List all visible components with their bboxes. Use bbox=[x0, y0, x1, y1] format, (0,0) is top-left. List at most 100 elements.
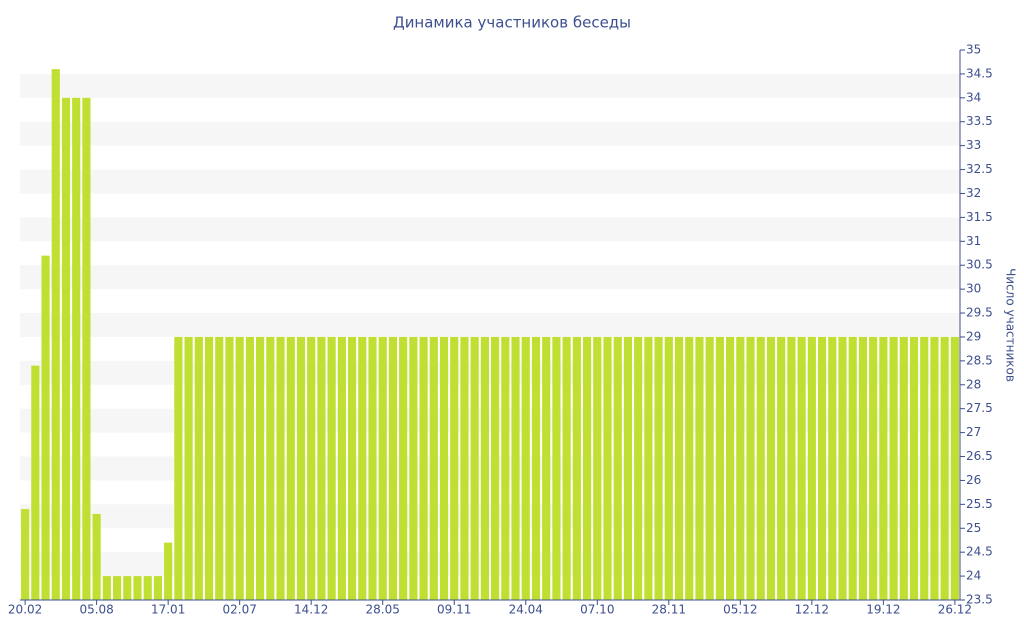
bar bbox=[266, 336, 275, 600]
bar bbox=[613, 336, 622, 600]
bar bbox=[215, 336, 224, 600]
bar bbox=[889, 336, 898, 600]
bar bbox=[787, 336, 796, 600]
bar bbox=[123, 576, 132, 600]
bar bbox=[143, 576, 152, 600]
y-tick-label: 23.5 bbox=[966, 593, 993, 607]
y-tick-label: 30 bbox=[966, 282, 981, 296]
grid-band bbox=[20, 217, 960, 242]
bar bbox=[204, 336, 214, 600]
bar bbox=[296, 336, 306, 600]
bar bbox=[848, 336, 857, 600]
bar bbox=[112, 576, 122, 600]
bar bbox=[153, 576, 163, 600]
x-tick-label: 09.11 bbox=[437, 603, 471, 617]
bar bbox=[92, 513, 101, 600]
bar bbox=[256, 336, 265, 600]
y-tick-label: 34 bbox=[966, 90, 981, 104]
x-tick-label: 24.04 bbox=[509, 603, 543, 617]
bar bbox=[715, 336, 724, 600]
bar bbox=[817, 336, 827, 600]
y-tick-label: 26.5 bbox=[966, 449, 993, 463]
bar bbox=[807, 336, 816, 600]
x-tick-label: 14.12 bbox=[294, 603, 328, 617]
bar bbox=[194, 336, 203, 600]
x-tick-label: 12.12 bbox=[795, 603, 829, 617]
grid-band bbox=[20, 408, 960, 433]
bar bbox=[61, 97, 71, 601]
y-tick-label: 29.5 bbox=[966, 306, 993, 320]
bar bbox=[460, 336, 469, 600]
bar bbox=[572, 336, 581, 600]
x-tick-label: 26.12 bbox=[938, 603, 972, 617]
x-tick-label: 07.10 bbox=[580, 603, 614, 617]
bar bbox=[603, 336, 612, 600]
bar bbox=[828, 336, 837, 600]
x-tick-label: 28.05 bbox=[366, 603, 400, 617]
bar bbox=[858, 336, 868, 600]
bar bbox=[368, 336, 377, 600]
bar bbox=[674, 336, 684, 600]
bar bbox=[644, 336, 653, 600]
y-tick-label: 26 bbox=[966, 473, 981, 487]
bar bbox=[521, 336, 530, 600]
bar bbox=[337, 336, 346, 600]
bar bbox=[388, 336, 398, 600]
bar bbox=[133, 576, 142, 600]
bar bbox=[21, 509, 30, 600]
bar bbox=[777, 336, 786, 600]
x-tick-label: 28.11 bbox=[652, 603, 686, 617]
bar bbox=[347, 336, 357, 600]
bar bbox=[930, 336, 939, 600]
bar bbox=[562, 336, 571, 600]
bar bbox=[245, 336, 254, 600]
bar bbox=[419, 336, 428, 600]
y-tick-label: 31 bbox=[966, 234, 981, 248]
bar bbox=[501, 336, 510, 600]
y-tick-label: 33 bbox=[966, 138, 981, 152]
grid-band bbox=[20, 313, 960, 337]
bar bbox=[552, 336, 561, 600]
bar bbox=[439, 336, 449, 600]
bar bbox=[542, 336, 551, 600]
bar bbox=[746, 336, 755, 600]
bar bbox=[838, 336, 847, 600]
bar bbox=[41, 255, 50, 601]
y-tick-label: 29 bbox=[966, 329, 981, 343]
grid-band bbox=[20, 456, 960, 481]
bar bbox=[307, 336, 316, 600]
bar bbox=[174, 336, 183, 600]
bar bbox=[736, 336, 745, 600]
y-tick-label: 31.5 bbox=[966, 210, 993, 224]
bar bbox=[705, 336, 714, 600]
bar bbox=[450, 336, 459, 600]
grid-band bbox=[20, 121, 960, 146]
grid-band bbox=[20, 73, 960, 98]
grid-band bbox=[20, 552, 960, 577]
y-tick-label: 33.5 bbox=[966, 114, 993, 128]
bar bbox=[879, 336, 888, 600]
bar bbox=[634, 336, 643, 600]
y-tick-label: 30.5 bbox=[966, 258, 993, 272]
bar bbox=[358, 336, 367, 600]
x-tick-label: 02.07 bbox=[222, 603, 256, 617]
y-tick-label: 25.5 bbox=[966, 497, 993, 511]
y-tick-label: 28 bbox=[966, 377, 981, 391]
bar bbox=[920, 336, 929, 600]
y-tick-label: 27.5 bbox=[966, 401, 993, 415]
bar bbox=[654, 336, 663, 600]
bar bbox=[623, 336, 633, 600]
bar bbox=[184, 336, 193, 600]
bar bbox=[286, 336, 295, 600]
x-tick-label: 20.02 bbox=[8, 603, 42, 617]
bar bbox=[756, 336, 765, 600]
bar bbox=[409, 336, 418, 600]
bar bbox=[695, 336, 704, 600]
bar bbox=[869, 336, 878, 600]
x-tick-label: 05.08 bbox=[79, 603, 113, 617]
grid-band bbox=[20, 169, 960, 194]
bar bbox=[664, 336, 673, 600]
bar bbox=[82, 97, 91, 601]
y-tick-label: 35 bbox=[966, 43, 981, 57]
bar bbox=[766, 336, 776, 600]
